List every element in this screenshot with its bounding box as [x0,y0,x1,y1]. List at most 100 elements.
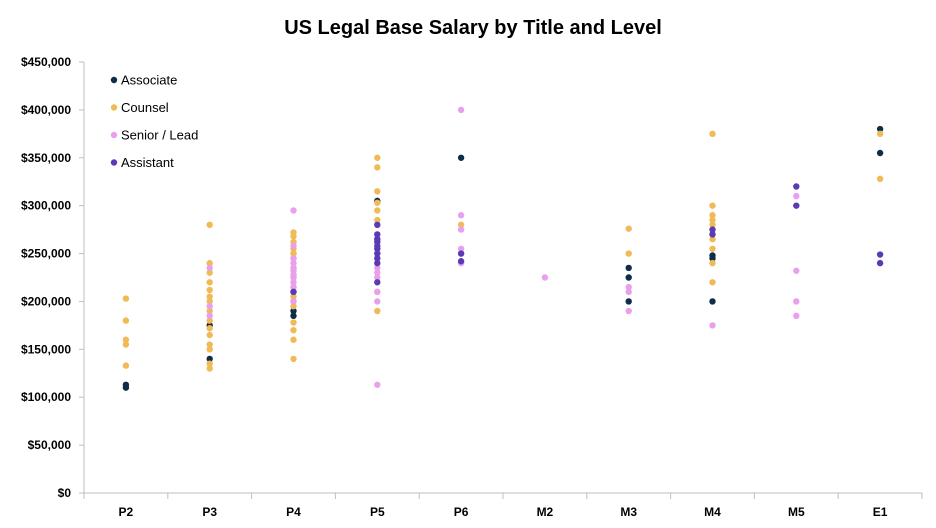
y-tick-label: $150,000 [21,342,71,356]
data-point [290,242,297,250]
data-point [374,381,381,388]
data-point [625,307,632,315]
data-point [457,106,465,114]
series-assistant [290,183,884,296]
data-point [457,226,465,233]
data-point [625,225,632,232]
data-point [122,381,130,388]
data-point [793,202,800,209]
data-point [206,298,213,305]
data-point [793,183,800,190]
data-point [290,312,297,320]
data-point [876,259,884,267]
data-point [374,264,381,272]
data-point [206,365,213,372]
data-point [374,164,381,171]
data-points [122,106,884,391]
data-point [374,298,381,305]
data-point [541,274,549,281]
data-point [290,307,297,315]
data-point [122,317,130,324]
data-point [709,298,716,305]
data-point [374,274,381,281]
x-tick-label: M3 [620,505,637,519]
legend-marker [110,104,118,111]
data-point [625,274,632,281]
data-point [374,207,381,214]
data-point [290,336,297,343]
data-point [876,125,884,133]
data-point [206,279,213,286]
data-point [290,355,297,363]
series-associate [122,125,884,391]
legend-label: Senior / Lead [121,128,198,143]
data-point [709,216,716,224]
data-point [122,341,130,348]
x-tick-label: M2 [537,505,554,519]
data-point [457,221,465,229]
data-point [290,319,297,326]
legend-marker [110,159,118,166]
series-counsel [122,130,884,372]
data-point [876,175,884,183]
data-point [457,245,465,252]
data-point [206,264,213,272]
data-point [206,325,213,332]
data-point [457,250,465,257]
data-point [290,207,297,214]
y-tick-label: $400,000 [21,103,71,117]
data-point [374,154,381,161]
data-point [374,307,381,315]
data-point [206,341,213,348]
data-point [709,259,716,267]
data-point [709,226,716,233]
data-point [457,258,465,265]
data-point [374,250,381,257]
data-point [206,331,213,339]
data-point [709,245,716,252]
data-point [206,221,213,229]
data-point [122,295,130,302]
data-point [374,216,381,224]
data-point [709,279,716,286]
data-point [122,362,130,369]
data-point [290,283,297,291]
data-point [290,326,297,334]
y-tick-label: $100,000 [21,390,71,404]
data-point [206,317,213,324]
data-point [290,264,297,272]
y-tick-label: $350,000 [21,151,71,165]
data-point [374,231,381,238]
data-point [625,264,632,272]
data-point [709,235,716,243]
data-point [709,322,716,329]
y-tick-label: $250,000 [21,247,71,261]
data-point [709,221,716,229]
data-point [876,251,884,258]
data-point [457,154,465,161]
data-point [374,221,381,229]
legend-label: Assistant [121,155,174,170]
y-tick-label: $50,000 [28,438,72,452]
data-point [122,336,130,343]
data-point [793,267,800,274]
data-point [374,199,381,206]
data-point [206,286,213,294]
data-point [625,283,632,291]
data-point [625,250,632,257]
data-point [290,298,297,305]
data-point [793,192,800,200]
data-point [709,212,716,219]
data-point [374,259,381,267]
data-point [206,307,213,315]
legend-label: Counsel [121,100,169,115]
x-axis: P2 P3 P4 P5 P6 M2 M3 M4 M5 E1 [83,492,923,519]
data-point [876,130,884,138]
data-point [374,255,381,262]
data-point [290,255,297,262]
data-point [709,252,716,259]
data-point [206,355,213,363]
data-point [206,293,213,300]
data-point [793,298,800,305]
